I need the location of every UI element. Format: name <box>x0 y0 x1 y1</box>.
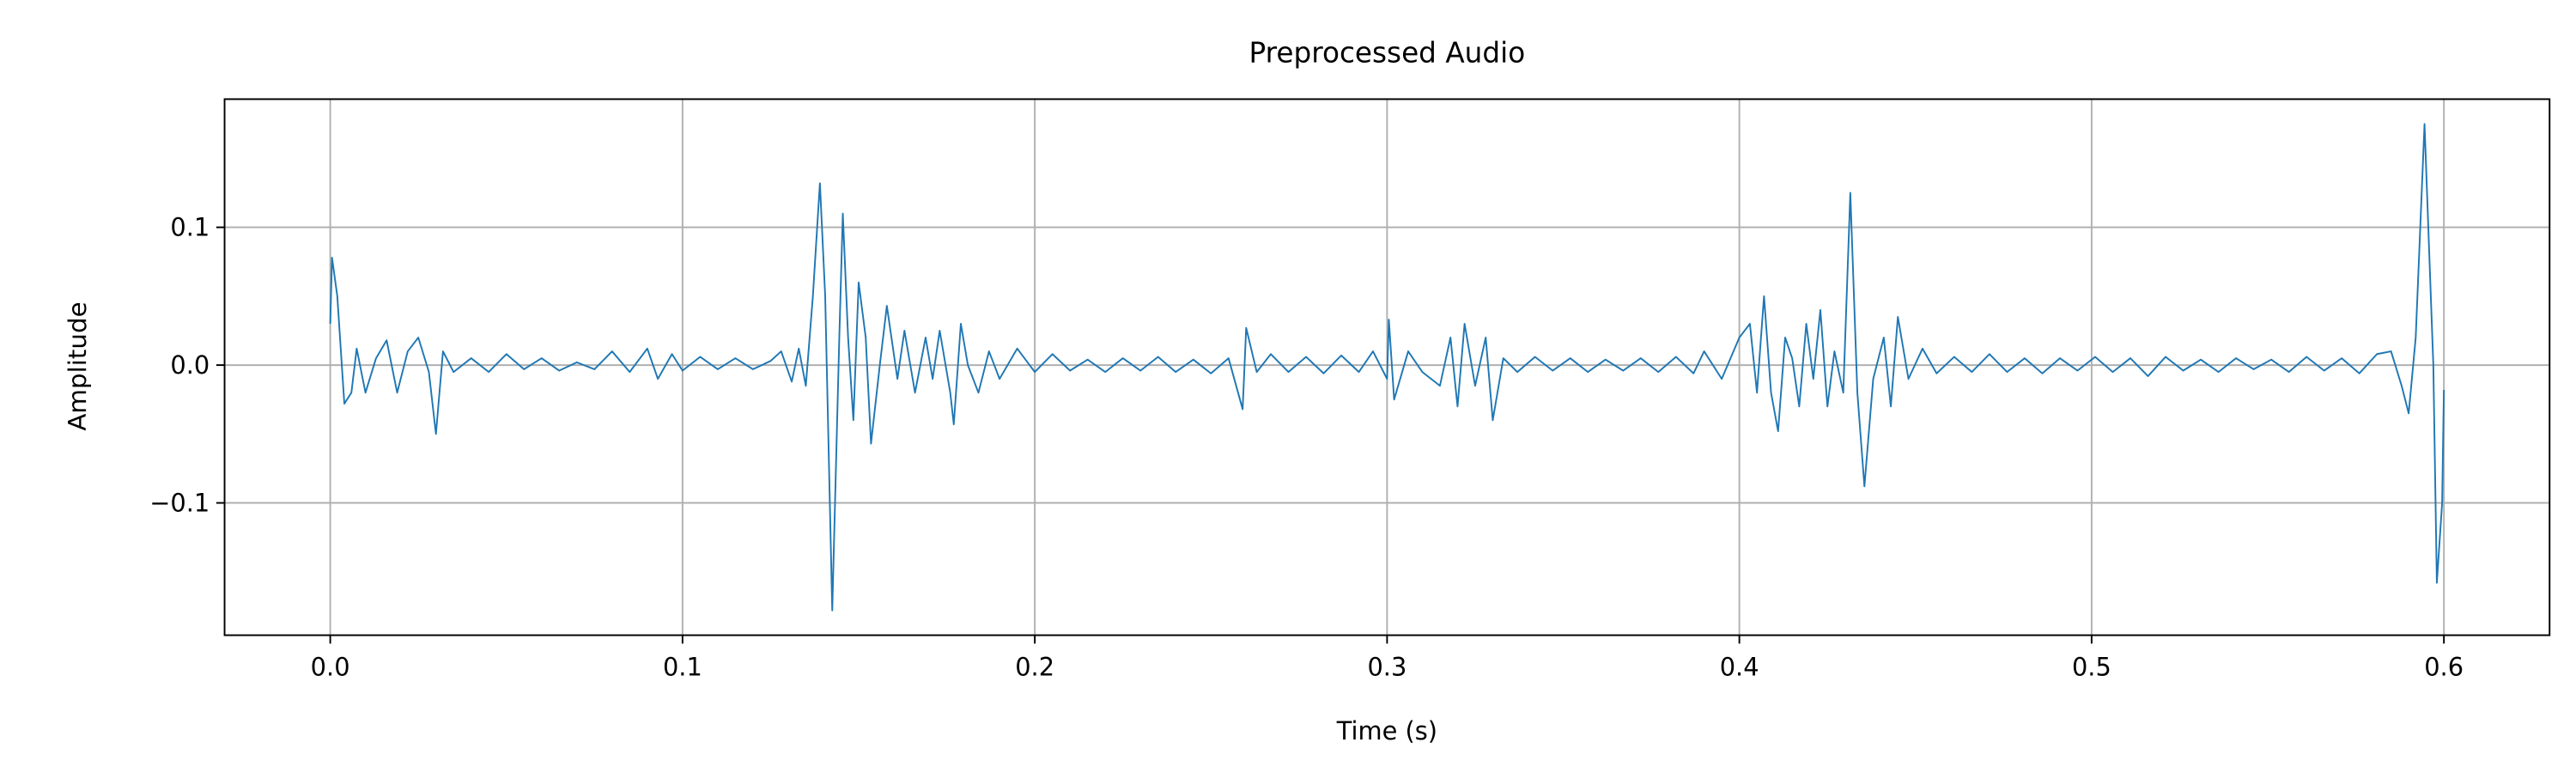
chart-title: Preprocessed Audio <box>1249 35 1526 69</box>
waveform-line <box>329 123 2445 612</box>
y-tick-label: −0.1 <box>149 488 210 517</box>
x-tick-label: 0.2 <box>1015 652 1054 681</box>
plot-frame <box>223 98 2551 636</box>
x-tick-label: 0.5 <box>2072 652 2111 681</box>
x-tick-label: 0.6 <box>2424 652 2464 681</box>
y-axis-label: Amplitude <box>63 301 92 430</box>
y-tick-label: 0.0 <box>170 350 210 380</box>
x-tick-label: 0.3 <box>1367 652 1406 681</box>
x-tick-label: 0.4 <box>1720 652 1759 681</box>
x-tick-label: 0.0 <box>311 652 350 681</box>
x-axis-label: Time (s) <box>1336 716 1437 746</box>
x-tick-label: 0.1 <box>663 652 702 681</box>
y-tick-label: 0.1 <box>170 212 210 241</box>
